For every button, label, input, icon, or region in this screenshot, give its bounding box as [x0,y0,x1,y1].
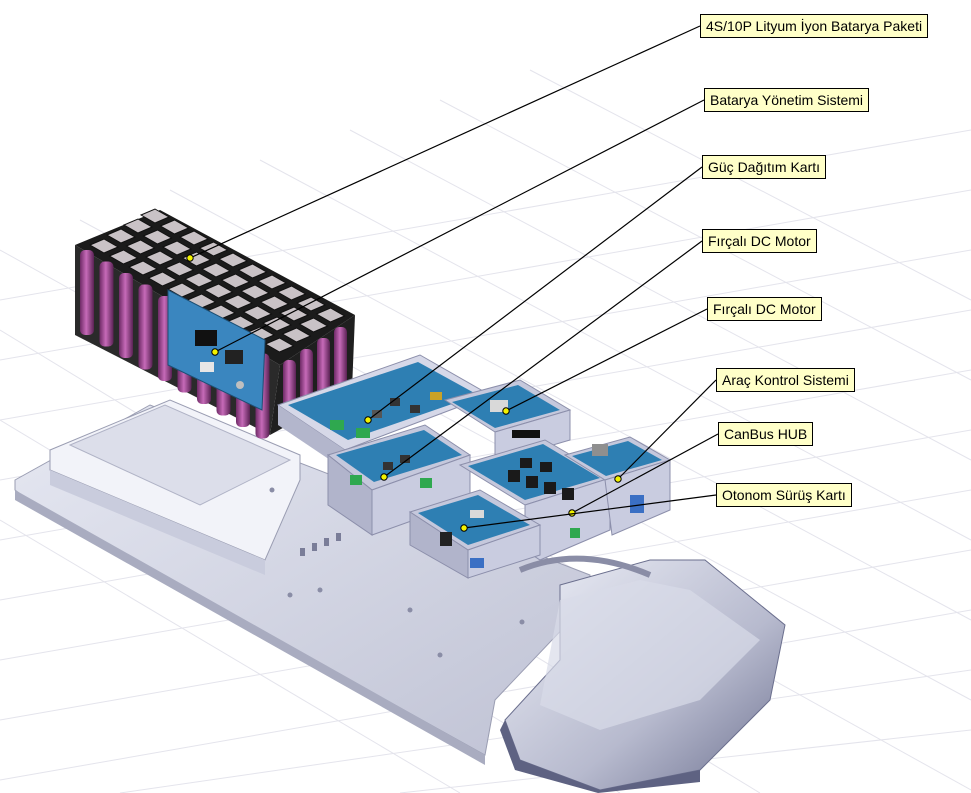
callout-power-distribution: Güç Dağıtım Kartı [702,155,827,179]
cell-holder-cap [239,284,271,300]
cell-holder-cap [278,306,310,322]
cell-holder-cap [125,239,156,255]
cell-holder-cap [198,241,229,257]
cell-holder-cap [259,295,290,311]
leader-dot [380,473,388,481]
power-distribution-enclosure [276,354,492,470]
cell-holder-top-grid [88,208,346,353]
cell-holder-cap [220,273,251,289]
autonomous-driving-enclosure [408,489,542,579]
cell-holder-cap [161,240,193,256]
callout-canbus-hub: CanBus HUB [718,422,814,446]
cell-holder-cap [264,337,295,353]
battery-cell [138,284,153,370]
chassis-plate [14,399,591,765]
leader-dot [614,475,622,483]
cell-holder-cap [139,208,171,224]
battery-cell [334,327,347,397]
leader-line [189,25,701,259]
cell-holder-cap [261,316,293,332]
leader-dot [460,524,468,532]
chassis-front-nose [500,555,786,793]
leader-line [505,308,708,412]
cell-holder-cap [237,263,268,279]
leader-dot [364,416,372,424]
cell-holder-cap [222,294,254,310]
cell-holder-cap [295,296,327,312]
cell-holder-cap [276,285,307,301]
cell-holder-cap [281,327,312,343]
cell-holder-cap [159,219,190,235]
cell-holder-cap [217,252,249,268]
leader-dot [186,254,194,262]
leader-dot [211,348,219,356]
callout-dc-motor-2: Fırçalı DC Motor [707,297,822,321]
cell-holder-cap [105,228,137,244]
cell-holder-cap [298,317,329,333]
battery-cell [119,273,133,358]
leader-dot [502,407,510,415]
cell-holder-cap [183,272,215,288]
leader-line [571,433,719,514]
cell-holder-cap [256,274,288,290]
cell-holder-cap [147,271,178,287]
electronics-enclosures [276,354,672,579]
leader-line [367,166,703,421]
cell-holder-cap [122,218,154,234]
cell-holder-cap [142,229,173,245]
cell-holder-cap [203,283,234,299]
callout-dc-motor-1: Fırçalı DC Motor [702,229,817,253]
cell-holder-cap [108,249,139,265]
callout-vehicle-control: Araç Kontrol Sistemi [716,368,855,392]
cell-holder-cap [164,261,195,277]
leader-line [463,494,717,529]
leader-line [617,379,717,480]
battery-cell [99,261,114,347]
cell-holder-cap [178,230,210,246]
canbus-hub-enclosure [563,436,672,536]
cell-holder-cap [200,262,232,278]
leader-line [214,99,705,353]
cell-holder-cap [88,238,120,254]
leader-line [383,240,703,478]
cell-holder-cap [144,250,176,266]
callout-autonomous-driving: Otonom Sürüş Kartı [716,483,852,507]
cell-holder-cap [315,307,346,323]
callout-bms: Batarya Yönetim Sistemi [704,88,870,112]
cell-holder-cap [127,260,159,276]
battery-cell [80,250,94,335]
cell-holder-cap [242,305,273,321]
callout-battery-pack: 4S/10P Lityum İyon Batarya Paketi [700,14,929,38]
leader-lines [186,25,719,532]
